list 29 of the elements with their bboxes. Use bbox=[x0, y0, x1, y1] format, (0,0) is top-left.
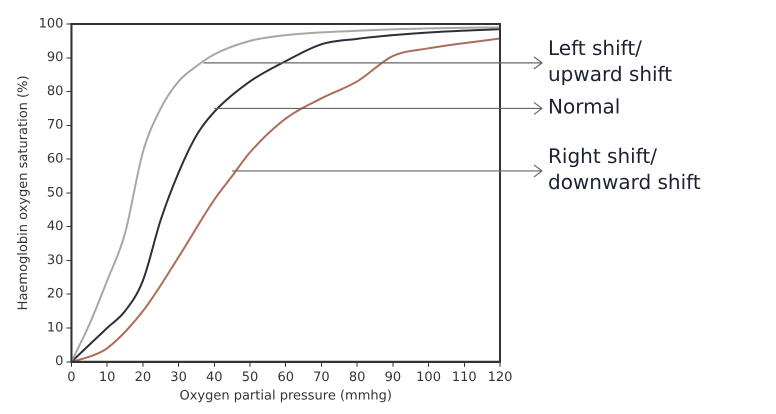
x-axis-title: Oxygen partial pressure (mmhg) bbox=[179, 388, 392, 404]
y-tick-label: 20 bbox=[46, 286, 64, 302]
x-tick-label: 60 bbox=[277, 370, 294, 385]
x-tick-label: 120 bbox=[488, 370, 512, 385]
x-tick-label: 110 bbox=[452, 370, 477, 385]
x-tick-label: 20 bbox=[134, 370, 152, 385]
x-tick-label: 80 bbox=[348, 370, 366, 385]
y-tick-label: 60 bbox=[46, 151, 64, 166]
x-tick-label: 70 bbox=[313, 370, 330, 385]
y-tick-label: 10 bbox=[46, 320, 64, 336]
annotation: Normal bbox=[548, 94, 620, 119]
y-tick-label: 70 bbox=[46, 118, 64, 133]
x-tick-label: 40 bbox=[206, 370, 223, 385]
y-tick-label: 50 bbox=[46, 185, 64, 200]
y-axis-title: Haemoglobin oxygen saturation (%) bbox=[16, 75, 32, 310]
x-tick-label: 50 bbox=[242, 370, 258, 385]
y-tick-label: 100 bbox=[38, 16, 64, 32]
y-tick-label: 80 bbox=[46, 84, 64, 99]
y-tick-label: 90 bbox=[46, 50, 64, 66]
x-tick-label: 10 bbox=[98, 370, 116, 385]
x-tick-label: 100 bbox=[416, 370, 441, 385]
x-tick-label: 30 bbox=[170, 370, 187, 385]
y-tick-label: 0 bbox=[55, 354, 64, 370]
x-tick-label: 90 bbox=[384, 370, 402, 385]
y-tick-label: 40 bbox=[46, 219, 64, 234]
x-tick-label: 0 bbox=[67, 370, 76, 385]
annotation: Left shift/ upward shift bbox=[548, 36, 672, 86]
annotation: Right shift/ downward shift bbox=[548, 144, 701, 194]
y-tick-label: 30 bbox=[46, 252, 64, 268]
